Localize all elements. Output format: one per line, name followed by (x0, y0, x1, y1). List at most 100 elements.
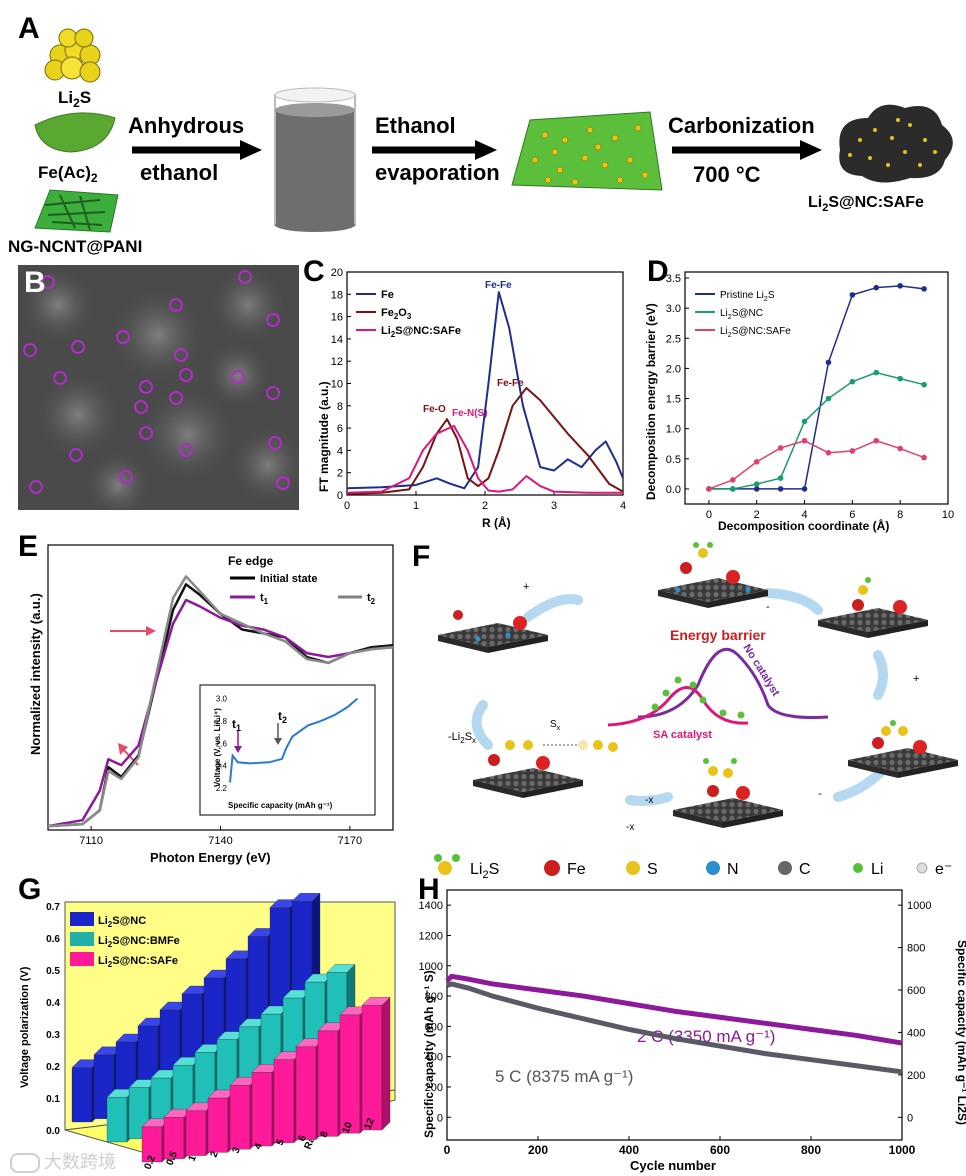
chartD-ytick-label: 2.5 (666, 333, 681, 345)
chartH-ytick-label: 200 (425, 1082, 443, 1094)
chartG-bar-front (317, 1030, 339, 1137)
step-label-8: Sx (550, 719, 561, 732)
chartD-frame (684, 271, 949, 505)
legend-li-icon (853, 863, 863, 873)
chartG-xtick-label: 4 (253, 1141, 265, 1151)
panel-letter-f: F (412, 540, 431, 573)
chartD-point-1 (753, 481, 760, 487)
chartD-series-1 (708, 371, 925, 490)
step-label-2: - (766, 601, 770, 613)
legend-electron: e⁻ (935, 861, 952, 878)
chart-e-ylabel: Normalized intensity (a.u.) (28, 593, 43, 755)
sheet-6 (473, 740, 618, 798)
chartH-xtick-label: 200 (528, 1143, 548, 1157)
chartH-ytick-label: 800 (425, 991, 443, 1003)
chartD-point-2 (730, 477, 736, 483)
chartH-xtick-label: 400 (619, 1143, 639, 1157)
sheet-5 (673, 758, 783, 828)
step-label-1: + (523, 581, 529, 593)
chartC-series-2 (346, 424, 623, 494)
chartC-xtick-label: 4 (620, 500, 626, 512)
chart-c-annot-fefe1: Fe-Fe (485, 280, 512, 291)
chartD-point-1 (873, 369, 880, 376)
chart-d-legend-nc: Li2S@NC (720, 308, 763, 321)
no-catalyst-curve (637, 647, 829, 719)
chartH-rtick-label: 1000 (907, 900, 931, 912)
chartD-point-0 (921, 286, 927, 292)
watermark-text: 大数跨境 (44, 1152, 116, 1173)
panel-f-cycle: Energy barrier No catalyst SA catalyst +… (438, 542, 958, 833)
step-label-7: -Li2Sx (448, 731, 476, 745)
composite-sheet-icon (511, 111, 663, 191)
cycle-arrow-2 (763, 588, 823, 615)
chartD-point-1 (849, 378, 856, 385)
chart-h-label-5c: 5 C (8375 mA g⁻¹) (495, 1067, 633, 1086)
chartD-point-1 (801, 418, 808, 425)
chartG-xtick-label: 2 (209, 1149, 221, 1159)
chartD-xtick-label: 4 (801, 509, 807, 521)
chartG-xtick-label: 1 (187, 1153, 199, 1163)
chartH-rtick-label: 600 (907, 985, 925, 997)
chart-c-annot-fens: Fe-N(S) (452, 408, 488, 419)
chart-e-title: Fe edge (228, 554, 274, 568)
chartC-xtick-label: 0 (344, 500, 350, 512)
panel-letter-h: H (418, 873, 440, 906)
chartC-ytick-label: 18 (331, 289, 343, 301)
chart-d-ylabel: Decomposition energy barrier (eV) (644, 303, 658, 500)
ncnt-sheet-icon (34, 189, 119, 233)
chart-g: Voltage polarization (V) Rate (C) Li2S@N… (19, 892, 396, 1171)
chart-c-legend-fe2o3: Fe2O3 (381, 307, 412, 321)
barrier-li-atoms (651, 676, 745, 719)
chartG-xtick-label: 10 (341, 1120, 356, 1135)
chartE-inset-ytick-label: 2.8 (216, 717, 228, 726)
chartC-ytick-label: 10 (331, 379, 343, 391)
step3-line1: Carbonization (668, 113, 815, 138)
chart-h-ylabel-left: Specific capacity (mAh g⁻¹ S) (422, 970, 436, 1138)
watermark: 大数跨境 (10, 1148, 116, 1174)
chartG-bar-front (185, 1110, 207, 1156)
chart-d-legend-pristine: Pristine Li2S (720, 290, 775, 303)
chartD-point-2 (801, 437, 808, 444)
chartD-ytick-label: 1.5 (666, 394, 681, 406)
chartC-series-1 (346, 386, 624, 495)
feac-leaf-icon (34, 112, 116, 153)
chartC-xtick-label: 1 (413, 500, 419, 512)
panel-letter-d: D (647, 255, 669, 288)
reagent-feac: Fe(Ac)2 (38, 163, 98, 185)
chart-c-annot-feo: Fe-O (423, 404, 446, 415)
chartD-point-1 (897, 375, 903, 382)
chart-e-legend-t1: t1 (260, 592, 269, 606)
chartC-ytick-label: 16 (331, 312, 343, 324)
chartD-point-2 (897, 445, 903, 452)
li2s-cluster-icon (44, 28, 101, 83)
chartG-bar-front (251, 1072, 273, 1147)
legend-s-icon (626, 861, 640, 875)
chartD-point-1 (730, 486, 736, 492)
chart-e-inset-t1: t1 (232, 717, 241, 733)
chartD-point-0 (801, 486, 808, 492)
panel-letter-a: A (18, 12, 40, 45)
chartD-series-0 (708, 285, 925, 490)
chart-h-label-2c: 2 C (3350 mA g⁻¹) (637, 1027, 775, 1046)
chartD-xtick-label: 10 (942, 509, 954, 521)
legend-n: N (727, 861, 739, 878)
legend-electron-icon (916, 862, 928, 874)
chart-e-xlabel: Photon Energy (eV) (150, 850, 271, 865)
chartC-series-0 (346, 291, 624, 490)
sheet-3 (818, 577, 928, 638)
legend-s: S (647, 861, 658, 878)
legend-c-icon (778, 861, 792, 875)
legend-li2s-icon (434, 854, 460, 875)
chartC-frame (346, 271, 624, 496)
chartC-ytick-label: 8 (337, 401, 343, 413)
chartG-bar-front (229, 1085, 251, 1150)
chartG-ytick-label: 0.4 (46, 998, 60, 1009)
chartG-ytick-label: 0.7 (46, 902, 60, 913)
chart-c-legend: Fe Fe2O3 Li2S@NC:SAFe (356, 289, 461, 339)
chartG-ytick-label: 0.5 (46, 966, 60, 977)
chartG-xtick-label: 0.5 (165, 1150, 181, 1167)
chartG-xtick-label: 6 (297, 1133, 309, 1143)
chart-d-legend: Pristine Li2S Li2S@NC Li2S@NC:SAFe (695, 290, 791, 339)
step3-line2: 700 °C (693, 162, 761, 187)
chartC-ytick-label: 0 (337, 490, 343, 502)
